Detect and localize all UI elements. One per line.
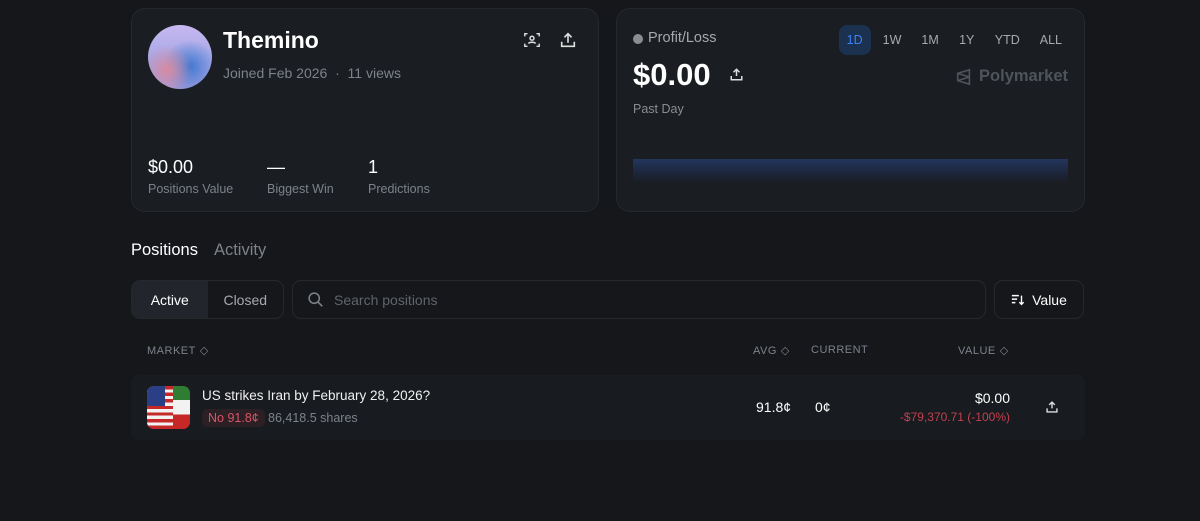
- shares-count: 86,418.5 shares: [268, 411, 358, 425]
- header-avg[interactable]: AVG ◇: [753, 344, 790, 358]
- avatar: [148, 25, 212, 89]
- range-selector: 1D 1W 1M 1Y YTD ALL: [838, 25, 1070, 55]
- position-pnl: -$79,370.71 (-100%): [899, 410, 1010, 424]
- profile-name: Themino: [223, 27, 319, 53]
- profit-loss-card: Profit/Loss 1D 1W 1M 1Y YTD ALL $0.00 Pa…: [616, 8, 1085, 212]
- status-filter: Active Closed: [131, 280, 284, 319]
- range-1y[interactable]: 1Y: [959, 33, 975, 47]
- range-all[interactable]: ALL: [1039, 33, 1062, 47]
- separator: ·: [335, 65, 340, 81]
- filter-active[interactable]: Active: [132, 281, 208, 318]
- pnl-title: Profit/Loss: [648, 30, 717, 46]
- current-price: 0¢: [815, 399, 831, 415]
- market-image-us-iran-flags: [147, 386, 190, 429]
- sort-label: Value: [1032, 291, 1067, 308]
- header-value[interactable]: VALUE ◇: [958, 344, 1009, 358]
- pnl-chart: [633, 159, 1068, 184]
- pnl-period: Past Day: [633, 102, 684, 116]
- search-box: [292, 280, 986, 319]
- share-icon[interactable]: [559, 31, 579, 51]
- sort-icon: ◇: [999, 345, 1009, 357]
- joined-date: Joined Feb 2026: [223, 65, 328, 81]
- range-ytd[interactable]: YTD: [994, 33, 1020, 47]
- profile-card: Themino Joined Feb 2026 · 11 views $0.00…: [131, 8, 599, 212]
- stat-biggest-win: — Biggest Win: [267, 157, 334, 196]
- status-dot-icon: [633, 34, 643, 44]
- sort-button[interactable]: Value: [994, 280, 1084, 319]
- search-icon: [308, 292, 323, 307]
- view-count: 11 views: [347, 65, 401, 81]
- stat-positions-value: $0.00 Positions Value: [148, 157, 234, 196]
- polymarket-logo: Polymarket: [955, 67, 1068, 86]
- tabs: Positions Activity: [131, 241, 266, 260]
- sort-icon: [1011, 294, 1025, 305]
- pnl-value: $0.00: [633, 57, 711, 92]
- avg-price: 91.8¢: [756, 399, 792, 415]
- tab-activity[interactable]: Activity: [213, 241, 267, 259]
- range-1d[interactable]: 1D: [838, 25, 871, 55]
- table-row[interactable]: US strikes Iran by February 28, 2026? No…: [131, 375, 1085, 440]
- stat-predictions: 1 Predictions: [368, 157, 430, 196]
- range-1w[interactable]: 1W: [882, 33, 902, 47]
- search-input[interactable]: [334, 291, 934, 308]
- position-value: $0.00: [974, 390, 1010, 406]
- tab-positions[interactable]: Positions: [131, 241, 198, 259]
- scan-profile-icon[interactable]: [523, 31, 543, 51]
- outcome-badge: No 91.8¢: [202, 409, 265, 427]
- header-market[interactable]: MARKET ◇: [147, 344, 209, 358]
- sort-icon: ◇: [199, 345, 209, 357]
- range-1m[interactable]: 1M: [921, 33, 939, 47]
- share-icon[interactable]: [1045, 400, 1060, 415]
- share-icon[interactable]: [729, 67, 745, 83]
- market-title[interactable]: US strikes Iran by February 28, 2026?: [202, 388, 431, 403]
- profile-meta: Joined Feb 2026 · 11 views: [223, 65, 401, 81]
- filter-closed[interactable]: Closed: [223, 291, 268, 308]
- header-current: CURRENT: [811, 344, 869, 356]
- sort-icon: ◇: [780, 345, 790, 357]
